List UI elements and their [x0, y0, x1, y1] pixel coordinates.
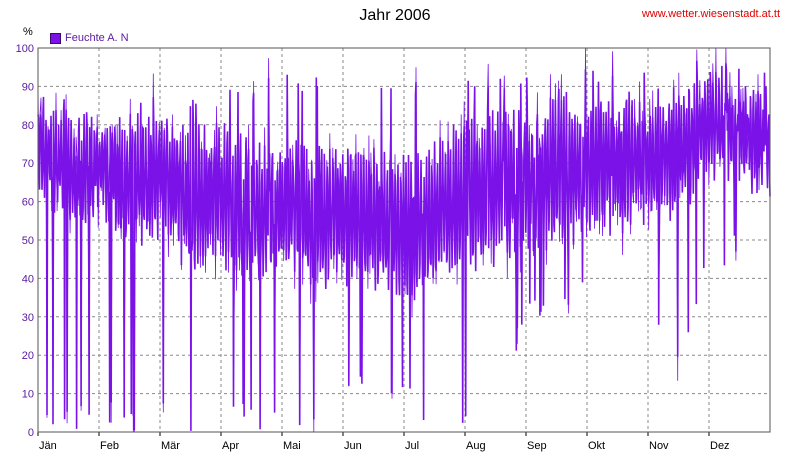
x-tick-label: Mai — [283, 440, 301, 452]
x-tick-label: Feb — [100, 440, 119, 452]
x-tick-label: Jun — [344, 440, 362, 452]
legend: Feuchte A. N — [50, 32, 129, 44]
website-credit[interactable]: www.wetter.wiesenstadt.at.tt — [641, 8, 780, 20]
y-tick-label: 70 — [22, 158, 34, 170]
x-tick-label: Apr — [222, 440, 239, 452]
x-tick-label: Mär — [161, 440, 180, 452]
y-tick-label: 60 — [22, 197, 34, 209]
chart-title: Jahr 2006 — [359, 7, 431, 24]
x-tick-label: Jul — [405, 440, 419, 452]
y-tick-label: 100 — [16, 43, 34, 55]
x-tick-label: Aug — [466, 440, 486, 452]
plot-frame — [37, 47, 771, 433]
y-tick-label: 40 — [22, 273, 34, 285]
series-line-feuchte-range — [37, 47, 771, 433]
legend-label: Feuchte A. N — [65, 32, 129, 44]
y-tick-label: 50 — [22, 235, 34, 247]
y-tick-label: 10 — [22, 389, 34, 401]
y-tick-label: 90 — [22, 81, 34, 93]
y-unit-label: % — [23, 26, 33, 38]
x-tick-label: Okt — [588, 440, 605, 452]
y-tick-label: 30 — [22, 312, 34, 324]
legend-swatch — [50, 32, 61, 44]
x-tick-label: Nov — [649, 440, 669, 452]
x-tick-label: Jän — [39, 440, 57, 452]
x-tick-label: Sep — [527, 440, 547, 452]
x-tick-label: Dez — [710, 440, 730, 452]
y-tick-label: 80 — [22, 120, 34, 132]
y-tick-label: 20 — [22, 350, 34, 362]
y-tick-label: 0 — [28, 427, 34, 439]
